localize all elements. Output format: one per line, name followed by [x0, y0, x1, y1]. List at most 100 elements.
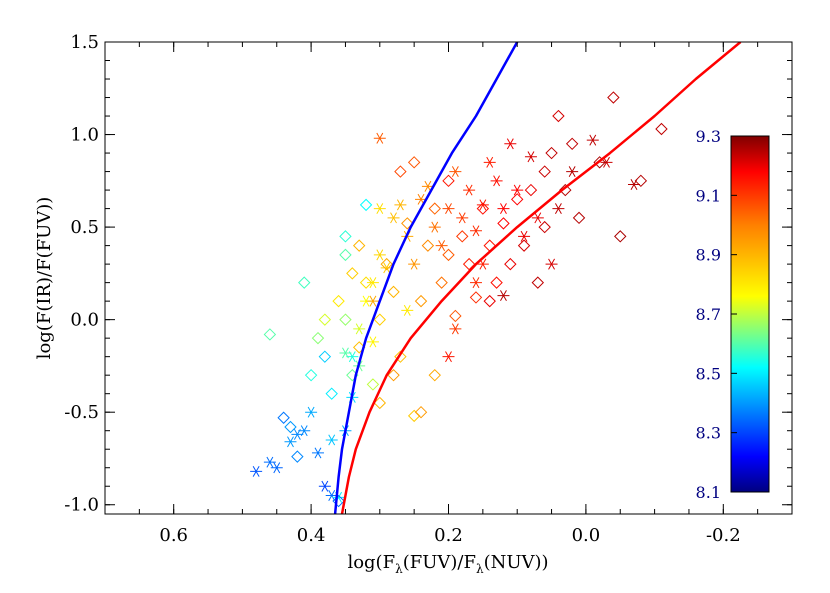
diamond-point: [394, 165, 407, 178]
y-axis-label: log(F(IR)/F(FUV)): [34, 197, 55, 360]
asterisk-point: [380, 262, 393, 274]
colorbar-tick-label: 8.3: [696, 424, 721, 443]
diamond-point: [387, 285, 400, 299]
x-tick-label: 0.6: [159, 525, 188, 546]
asterisk-point: [284, 436, 297, 448]
asterisk-point: [325, 434, 338, 446]
asterisk-point: [627, 179, 640, 190]
colorbar-tick-label: 9.3: [696, 127, 721, 146]
diamond-point: [435, 276, 448, 289]
diamond-point: [510, 193, 524, 206]
plot-area: [250, 42, 742, 514]
asterisk-point: [394, 199, 407, 211]
diamond-point: [655, 122, 668, 136]
y-tick-label: 1.0: [70, 125, 99, 146]
colorbar-tick-label: 9.1: [696, 186, 721, 205]
asterisk-point: [545, 258, 558, 270]
diamond-point: [538, 165, 551, 178]
x-tick-label: 0.0: [572, 525, 601, 546]
asterisk-point: [566, 166, 579, 178]
diamond-point: [559, 183, 572, 197]
diamond-point: [394, 350, 407, 363]
diamond-point: [462, 257, 476, 271]
colorbar-tick-label: 8.7: [696, 305, 721, 324]
asterisk-point: [469, 225, 482, 237]
diamond-point: [497, 217, 510, 230]
diamond-point: [456, 230, 469, 243]
diamond-point: [298, 276, 311, 289]
asterisk-point: [387, 212, 400, 224]
diamond-point: [332, 494, 345, 508]
colorbar-tick-label: 8.1: [696, 483, 721, 502]
diamond-point: [442, 248, 455, 262]
asterisk-point: [483, 156, 496, 168]
asterisk-point: [490, 175, 503, 187]
y-tick-label: 0.0: [70, 310, 99, 331]
diamond-point: [428, 368, 441, 382]
asterisk-point: [366, 277, 379, 289]
diamond-point: [401, 217, 414, 230]
asterisk-point: [311, 447, 324, 459]
diamond-point: [476, 202, 490, 215]
asterisk-point: [332, 491, 345, 503]
asterisk-point: [339, 347, 352, 359]
asterisk-point: [373, 203, 386, 215]
x-tick-label: -0.2: [706, 525, 741, 546]
diamond-point: [359, 198, 373, 212]
asterisk-point: [511, 184, 524, 196]
asterisk-point: [401, 304, 414, 316]
diamond-point: [414, 405, 428, 419]
diamond-point: [565, 137, 579, 151]
plot-clip-group: [250, 42, 742, 514]
diamond-point: [414, 294, 428, 308]
asterisk-point: [497, 203, 510, 215]
diamond-point: [387, 368, 400, 382]
y-axis: -1.0 -0.5 0.0 0.5 1.0 1.5: [64, 32, 792, 516]
asterisk-point: [366, 336, 379, 348]
asterisk-point: [353, 323, 366, 335]
diamond-point: [449, 309, 462, 323]
asterisk-point: [456, 212, 469, 224]
asterisk-point: [442, 203, 455, 215]
x-axis-label: log(Fλ(FUV)/Fλ(NUV)): [347, 552, 548, 576]
diamond-point: [352, 239, 366, 252]
asterisk-point: [366, 295, 379, 307]
diamond-point: [291, 450, 304, 463]
diamond-point: [359, 276, 373, 289]
y-tick-label: -0.5: [64, 402, 99, 423]
diamond-point: [483, 294, 496, 308]
asterisk-point: [442, 351, 455, 363]
diamond-point: [318, 313, 332, 326]
asterisk-point: [524, 151, 537, 163]
diamond-point: [421, 239, 435, 252]
y-tick-label: 0.5: [70, 217, 99, 238]
colorbar-gradient: [730, 135, 770, 493]
diamond-point: [469, 291, 483, 304]
colorbar-tick-label: 8.5: [696, 364, 721, 383]
plot-frame: [104, 41, 793, 515]
diamond-point: [373, 313, 387, 326]
x-tick-label: 0.4: [297, 525, 326, 546]
diamond-point: [346, 267, 359, 280]
asterisk-point: [600, 156, 613, 168]
diamond-point: [524, 183, 538, 197]
diamond-point: [552, 109, 565, 123]
colorbar-ticks: 8.1 8.3 8.5 8.7 8.9 9.1 9.3: [696, 127, 737, 502]
colorbar: 8.1 8.3 8.5 8.7 8.9 9.1 9.3: [696, 127, 770, 502]
diamond-point: [373, 396, 387, 410]
diamond-point: [407, 409, 421, 423]
diamond-point: [366, 378, 380, 391]
asterisk-point: [263, 456, 276, 468]
asterisk-point: [552, 203, 565, 215]
asterisk-point: [531, 212, 544, 224]
asterisk-point: [373, 132, 386, 144]
diamond-point: [517, 239, 531, 252]
asterisk-point: [408, 258, 421, 270]
asterisk-point: [373, 249, 386, 261]
diamond-point: [380, 257, 393, 271]
diamond-point: [538, 220, 551, 234]
diamond-point: [263, 328, 277, 341]
asterisk-point: [497, 290, 510, 302]
asterisk-point: [586, 134, 599, 146]
